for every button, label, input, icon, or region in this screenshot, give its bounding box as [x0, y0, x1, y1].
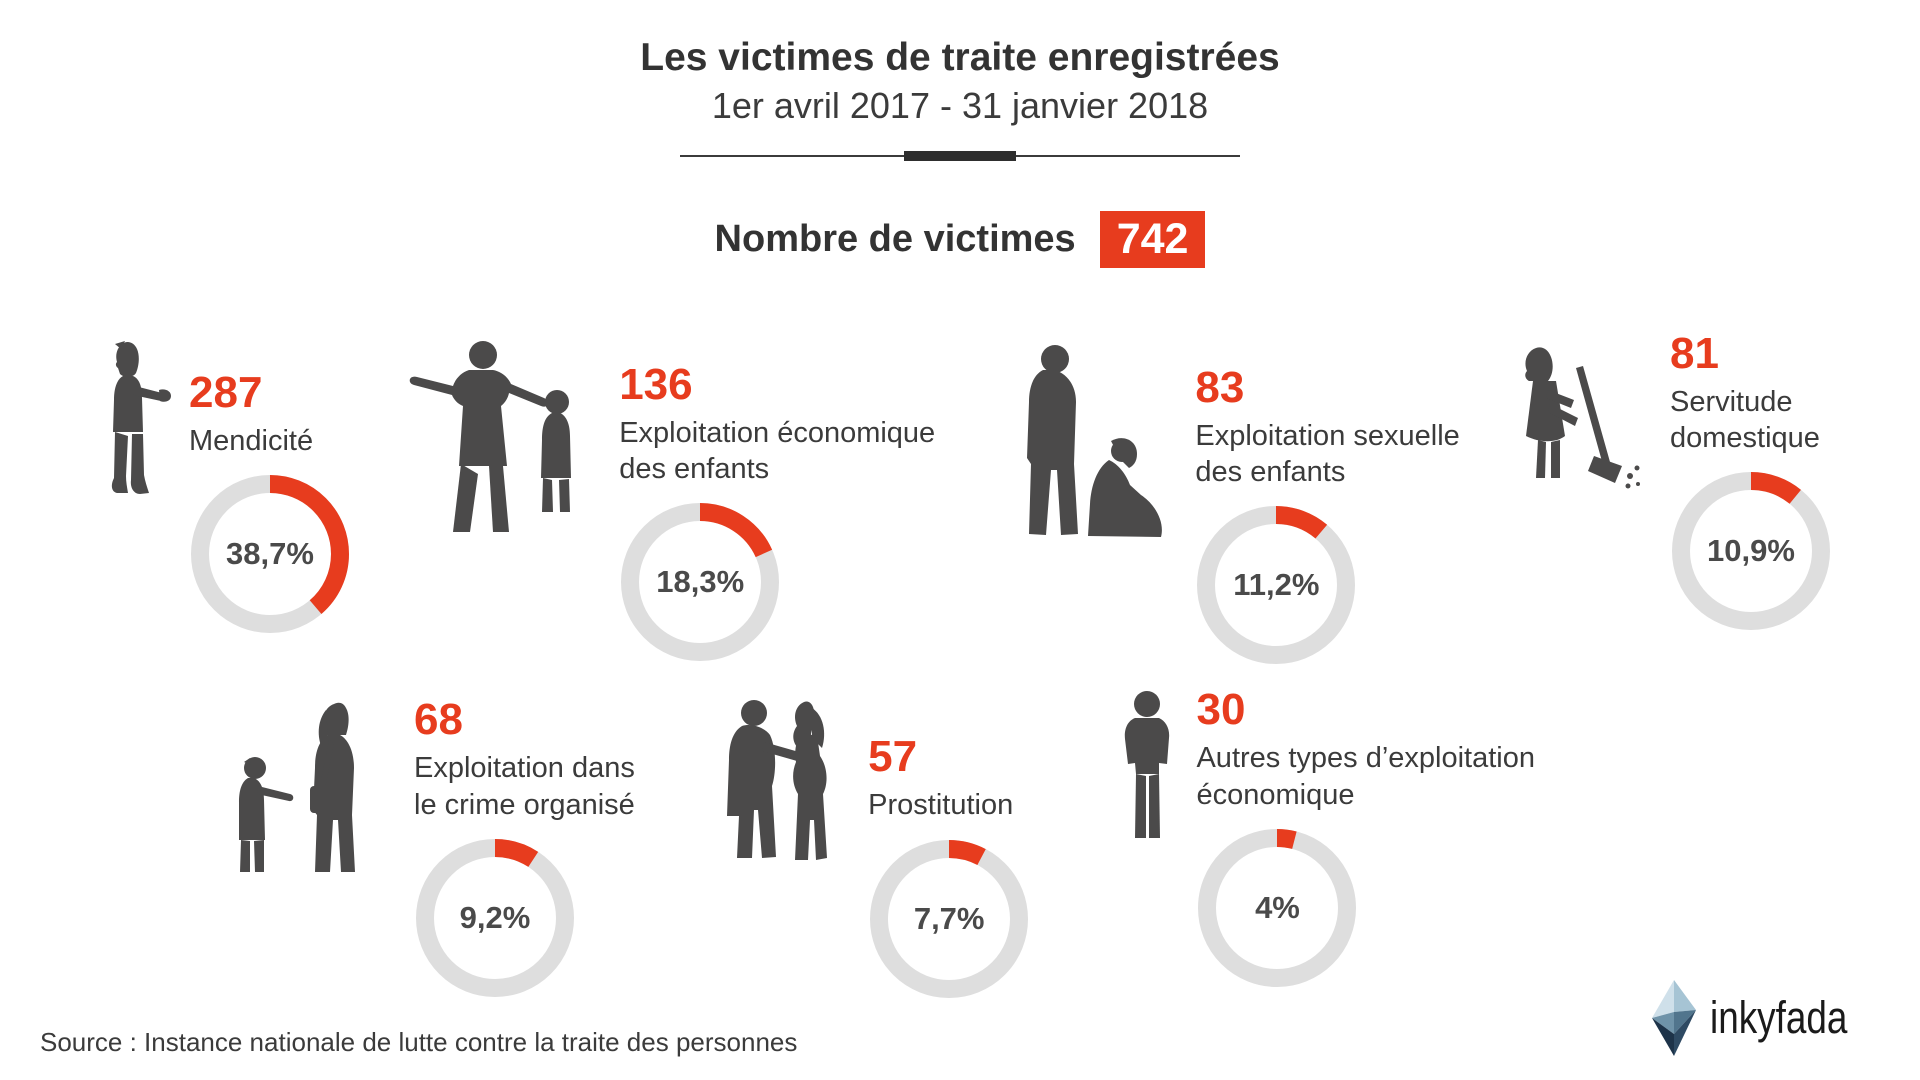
category-percentage: 4%: [1255, 889, 1300, 925]
category-block: 287 Mendicité 38,7%: [95, 338, 349, 634]
category-label: Exploitation économique des enfants: [619, 416, 936, 486]
category-label: Autres types d’exploitation économique: [1196, 742, 1535, 811]
category-donut-chart: 7,7%: [870, 839, 1029, 998]
donut-value-arc: [416, 838, 574, 997]
category-count: 81: [1669, 328, 1719, 378]
category-percentage: 10,9%: [1707, 533, 1795, 569]
donut-value-arc: [870, 839, 1029, 998]
inkyfada-diamond-icon: [1652, 980, 1697, 1056]
category-donut-chart: 4%: [1198, 828, 1357, 987]
category-label: Exploitation dans le crime organisé: [414, 752, 635, 821]
category-count: 83: [1195, 362, 1245, 412]
donut-ring: [621, 503, 780, 662]
donut-ring: [1671, 472, 1830, 631]
category-percentage: 7,7%: [913, 900, 985, 936]
categories-row-1: 287 Mendicité 38,7% 136 Exploitation éco…: [0, 331, 1920, 665]
category-count: 136: [619, 359, 693, 409]
category-block: 136 Exploitation économique des enfants …: [405, 338, 935, 662]
category-label: Exploitation sexuelle des enfants: [1195, 419, 1460, 489]
category-donut-chart: 18,3%: [621, 503, 780, 662]
category-block: 83 Exploitation sexuelle des enfants 11,…: [991, 338, 1460, 665]
footer: Source : Instance nationale de lutte con…: [40, 978, 1878, 1058]
category-block: 57 Prostitution 7,7%: [719, 688, 1029, 998]
donut-ring: [1198, 828, 1357, 987]
category-donut-chart: 9,2%: [416, 838, 574, 997]
category-count: 30: [1196, 685, 1246, 735]
adult-pointing-child-silhouette: [405, 338, 605, 543]
categories-row-2: 68 Exploitation dans le crime organisé 9…: [0, 688, 1920, 998]
category-donut-chart: 11,2%: [1197, 506, 1356, 665]
category-count: 68: [414, 695, 463, 745]
girl-sweeping-silhouette: [1516, 338, 1656, 493]
category-content: 30 Autres types d’exploitation économiqu…: [1196, 688, 1535, 987]
category-count: 287: [189, 367, 263, 417]
inkyfada-logo-text: inkyfada: [1710, 992, 1848, 1043]
category-donut-chart: 38,7%: [191, 475, 349, 634]
category-block: 68 Exploitation dans le crime organisé 9…: [230, 688, 635, 997]
header: Les victimes de traite enregistrées 1er …: [0, 0, 1920, 161]
total-victims-value-badge: 742: [1099, 210, 1206, 268]
category-label: Prostitution: [868, 789, 1014, 822]
total-victims-row: Nombre de victimes 742: [0, 210, 1920, 268]
page-title: Les victimes de traite enregistrées: [640, 36, 1280, 79]
divider: [680, 150, 1240, 161]
donut-ring: [191, 475, 349, 634]
donut-ring: [416, 838, 574, 997]
man-and-sitting-girl-silhouette: [991, 338, 1181, 548]
category-content: 136 Exploitation économique des enfants …: [619, 359, 936, 662]
boy-standing-silhouette: [1112, 688, 1182, 848]
donut-value-arc: [621, 503, 780, 662]
donut-value-arc: [1197, 506, 1356, 665]
category-content: 287 Mendicité 38,7%: [189, 367, 349, 634]
category-content: 83 Exploitation sexuelle des enfants 11,…: [1195, 362, 1460, 665]
woman-and-child-silhouette: [230, 688, 400, 878]
category-percentage: 38,7%: [226, 536, 314, 572]
category-content: 81 Servitude domestique 10,9%: [1669, 328, 1830, 631]
category-count: 57: [868, 732, 918, 782]
inkyfada-logo: inkyfada: [1650, 978, 1878, 1058]
category-percentage: 11,2%: [1233, 567, 1320, 603]
donut-value-arc: [1671, 472, 1830, 631]
category-block: 30 Autres types d’exploitation économiqu…: [1112, 688, 1535, 987]
source-note: Source : Instance nationale de lutte con…: [40, 1027, 798, 1057]
couple-silhouette: [719, 688, 854, 868]
category-content: 57 Prostitution 7,7%: [868, 732, 1029, 998]
page-subtitle: 1er avril 2017 - 31 janvier 2018: [711, 84, 1209, 126]
donut-value-arc: [1198, 828, 1357, 987]
donut-value-arc: [191, 475, 349, 634]
category-block: 81 Servitude domestique 10,9%: [1516, 331, 1830, 631]
category-percentage: 9,2%: [459, 899, 531, 935]
category-percentage: 18,3%: [656, 564, 745, 600]
category-content: 68 Exploitation dans le crime organisé 9…: [414, 698, 635, 997]
category-label: Servitude domestique: [1669, 385, 1820, 455]
child-begging-silhouette: [95, 338, 175, 508]
donut-ring: [1197, 506, 1356, 665]
donut-ring: [870, 839, 1029, 998]
category-label: Mendicité: [189, 424, 314, 457]
total-victims-label: Nombre de victimes: [714, 217, 1076, 260]
divider-thick-segment: [904, 150, 1016, 161]
category-donut-chart: 10,9%: [1671, 472, 1830, 631]
